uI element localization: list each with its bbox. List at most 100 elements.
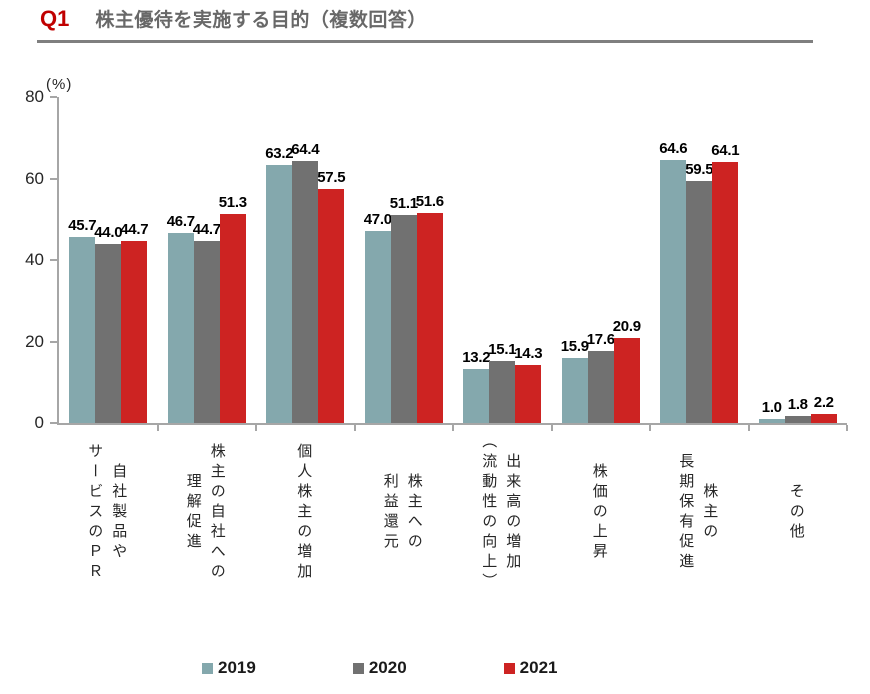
- bar-wrapper: 59.5: [685, 161, 714, 423]
- bar-wrapper: 15.9: [561, 338, 589, 423]
- bar-wrapper: 63.2: [265, 145, 294, 423]
- legend-item-2019: 2019: [202, 658, 256, 678]
- legend: 2019 2020 2021: [202, 658, 557, 678]
- x-tick-mark: [452, 425, 454, 431]
- bar-wrapper: 17.6: [587, 331, 615, 423]
- chart-header: Q1 株主優待を実施する目的（複数回答）: [40, 5, 427, 32]
- x-tick-mark: [353, 425, 356, 431]
- bar-2019: [69, 236, 96, 423]
- legend-label: 2021: [519, 658, 558, 677]
- y-tick-label: 60: [25, 168, 44, 188]
- bar-group: 63.2 64.4 57.5: [256, 97, 356, 431]
- category-label-text: 個人株主の増加: [295, 443, 313, 583]
- bar-group: 1.0 1.8 2.2: [749, 97, 848, 431]
- question-number: Q1: [40, 6, 70, 31]
- bar-2020: [686, 180, 713, 423]
- bar-wrapper: 44.7: [193, 221, 221, 423]
- legend-swatch-icon: [503, 662, 515, 674]
- category-label-text: 株価の上昇: [590, 463, 608, 563]
- y-tick-mark: [50, 422, 57, 424]
- bar-value-label: 14.3: [514, 344, 543, 362]
- bar-2019: [364, 231, 391, 423]
- x-tick-mark: [747, 425, 750, 431]
- bar-wrapper: 46.7: [167, 213, 195, 423]
- bar-wrapper: 1.0: [758, 399, 785, 423]
- bar-2020: [193, 240, 220, 423]
- bar-value-label: 64.4: [291, 140, 320, 158]
- bar-2019: [463, 369, 490, 423]
- bar-2021: [810, 414, 837, 423]
- bar-group: 13.2 15.1 14.3: [453, 97, 553, 431]
- legend-label: 2019: [218, 658, 256, 677]
- bar-wrapper: 64.1: [711, 142, 740, 423]
- category-label-text: 自社製品や サービスのＰＲ: [86, 443, 128, 583]
- bar-value-label: 15.1: [488, 341, 517, 359]
- bar-wrapper: 14.3: [514, 345, 543, 423]
- bar-value-label: 15.9: [560, 338, 589, 356]
- bar-wrapper: 51.1: [390, 195, 418, 423]
- bar-2021: [712, 161, 739, 423]
- category-label: 株主の自社への 理解促進: [156, 433, 255, 593]
- bar-2020: [784, 415, 811, 423]
- bar-group: 15.9 17.6 20.9: [552, 97, 651, 431]
- bar-group: 64.6 59.5 64.1: [650, 97, 750, 431]
- bar-value-label: 47.0: [363, 211, 392, 229]
- bar-2020: [489, 361, 516, 423]
- bar-value-label: 46.7: [166, 212, 195, 230]
- page-title: 株主優待を実施する目的（複数回答）: [95, 10, 427, 31]
- bar-wrapper: 44.0: [94, 224, 123, 423]
- y-axis: 0 20 40 60 80: [0, 87, 57, 432]
- bar-2021: [219, 213, 246, 423]
- bar-value-label: 44.7: [192, 220, 221, 238]
- bar-wrapper: 44.7: [120, 221, 149, 423]
- y-tick-label: 80: [25, 87, 44, 106]
- bar-value-label: 17.6: [586, 331, 615, 349]
- bar-2019: [266, 165, 293, 423]
- bar-2020: [95, 243, 122, 423]
- bar-2020: [390, 214, 417, 423]
- bar-group: 46.7 44.7 51.3: [158, 97, 257, 431]
- x-tick-mark: [255, 425, 257, 431]
- bar-value-label: 45.7: [68, 216, 97, 234]
- category-label-text: その他: [787, 483, 805, 543]
- x-tick-mark: [156, 425, 159, 431]
- bar-wrapper: 51.3: [219, 194, 247, 423]
- bar-value-label: 57.5: [317, 168, 346, 186]
- bar-wrapper: 15.1: [488, 341, 517, 423]
- bar-2019: [561, 358, 588, 423]
- legend-swatch-icon: [352, 662, 364, 674]
- bar-value-label: 51.3: [218, 193, 247, 211]
- category-label: 株主の 長期保有促進: [648, 433, 747, 593]
- bar-2021: [318, 188, 345, 423]
- bar-value-label: 51.1: [389, 194, 418, 212]
- plot-area: 45.7 44.0 44.7 46.7 44.7 51.3 63.2 64.4 57.5 47.0…: [57, 97, 848, 431]
- y-tick-mark: [50, 177, 57, 180]
- bar-value-label: 51.6: [415, 192, 444, 210]
- y-tick-label: 0: [34, 413, 44, 432]
- bar-value-label: 1.8: [787, 395, 808, 413]
- bar-2021: [515, 364, 542, 423]
- bar-value-label: 13.2: [462, 349, 491, 367]
- category-label: 個人株主の増加: [254, 433, 353, 593]
- category-label-text: 株主の 長期保有促進: [677, 453, 719, 573]
- category-label: 自社製品や サービスのＰＲ: [57, 433, 156, 593]
- bar-value-label: 1.0: [761, 398, 782, 416]
- bar-wrapper: 1.8: [784, 396, 811, 423]
- header-divider: [37, 40, 813, 43]
- bar-2019: [167, 232, 194, 423]
- category-label-text: 出来高の増加 （流動性の向上）: [480, 433, 522, 593]
- bar-wrapper: 51.6: [416, 193, 444, 423]
- bar-value-label: 64.1: [711, 141, 740, 159]
- bar-group: 47.0 51.1 51.6: [355, 97, 454, 431]
- category-label: その他: [747, 433, 846, 593]
- bar-value-label: 64.6: [659, 139, 688, 157]
- x-tick-mark: [846, 425, 848, 431]
- legend-swatch-icon: [202, 662, 213, 674]
- category-label: 株価の上昇: [550, 433, 649, 593]
- bar-2021: [416, 212, 443, 423]
- bar-wrapper: 64.4: [291, 141, 320, 423]
- bar-wrapper: 45.7: [68, 217, 97, 423]
- category-label: 株主への 利益還元: [353, 433, 452, 593]
- bar-2021: [613, 337, 640, 423]
- bar-value-label: 2.2: [813, 394, 834, 412]
